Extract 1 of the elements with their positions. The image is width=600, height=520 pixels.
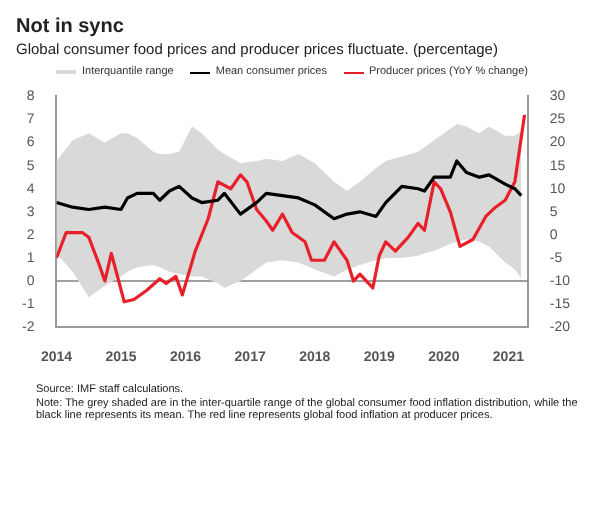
chart-title: Not in sync [16,16,126,40]
